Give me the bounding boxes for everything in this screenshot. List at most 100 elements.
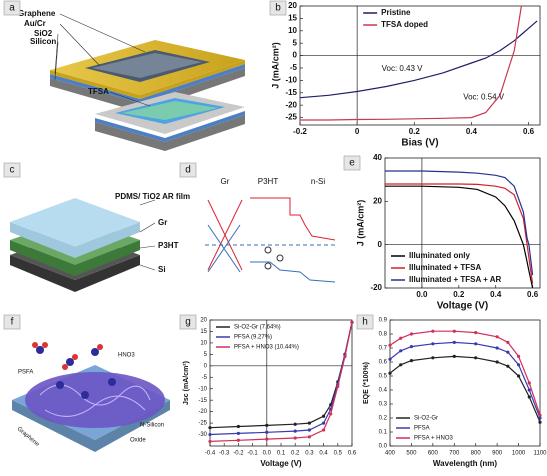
y-axis-label: EQE (*100%) [363,362,370,404]
y-tick-label: -30 [198,432,207,438]
x-tick-label: 800 [471,451,482,457]
legend-label: PFSA + HNO3 [414,436,454,442]
y-tick-label: 0.5 [379,374,388,380]
label: P3HT [258,177,279,186]
label: Graphene [18,9,56,18]
y-tick-label: 15 [200,329,207,335]
series-line [390,330,540,416]
marker [516,374,521,378]
marker [516,354,521,358]
marker [538,416,542,420]
marker [527,395,531,399]
panel-label-box [3,162,21,178]
panel-label: d [185,165,191,176]
marker [336,384,340,389]
y-tick-label: -15 [285,88,297,97]
marker [265,423,269,427]
marker [495,360,499,364]
marker [399,363,403,367]
y-tick-label: -15 [198,398,207,404]
x-tick-label: 0.4 [319,451,328,457]
panel-label-box [179,162,197,178]
x-axis-label: Wavelength (nm) [433,459,497,468]
y-axis-label: Jsc (mA/cm²) [183,361,190,405]
x-tick-label: -0.2 [293,127,307,136]
x-tick-label: -0.1 [247,451,258,457]
marker [307,428,311,432]
x-tick-label: 0.6 [348,451,357,457]
label: PDMS/ TiO2 AR film [115,192,190,201]
annotation: Voc: 0.54 V [463,93,505,102]
marker [452,329,456,333]
y-tick-label: 0.6 [379,360,388,366]
marker [506,350,510,354]
series-line [385,170,534,276]
marker [293,422,297,426]
marker [474,356,478,360]
marker [409,332,414,336]
label: TFSA [88,87,109,96]
panel-label-box [3,0,21,16]
series-line [300,6,522,121]
y-tick-label: 20 [288,1,297,10]
label: Gr [221,177,230,186]
marker [527,381,531,385]
legend-label: Illuminated only [409,251,470,260]
marker [208,432,212,437]
marker [527,388,531,392]
x-tick-label: 500 [406,451,417,457]
marker [343,355,347,359]
x-tick-label: 0.1 [277,451,286,457]
legend-label: Si-O2-Gr [414,416,438,422]
marker [388,371,392,375]
label: Graphene [16,426,41,448]
y-tick-label: 5 [204,352,208,358]
device-illustration [95,92,245,151]
series-line [210,322,352,436]
y-tick-label: 20 [373,196,382,205]
marker [474,342,478,346]
y-axis-label: J (mA/cm²) [270,42,280,89]
marker [431,342,435,346]
series-line [390,341,540,419]
legend-label: Si-O2-Gr (7.64%) [234,325,281,331]
x-tick-label: 0.2 [409,127,421,136]
legend-label: PFSA (9.27%) [234,335,272,341]
y-tick-label: 0.8 [379,332,388,338]
x-tick-label: 0 [355,127,360,136]
marker [293,436,297,440]
x-tick-label: 0.2 [453,290,465,299]
panel-label: a [9,3,15,14]
label: Silicon [30,37,56,46]
marker [388,343,392,347]
x-tick-label: 0.3 [305,451,314,457]
y-tick-label: 0.1 [379,430,388,436]
marker [322,421,326,425]
marker [307,435,311,439]
y-tick-label: 0.9 [379,318,388,324]
panel-label: e [349,158,355,169]
series-line [300,20,538,99]
marker [293,429,297,433]
marker [452,354,456,358]
plot-frame [389,319,541,447]
marker [409,345,414,349]
marker [208,426,212,430]
marker [399,336,403,340]
panel-label-box [3,314,21,330]
marker [236,438,240,442]
y-tick-label: 40 [373,153,382,162]
x-tick-label: 900 [492,451,503,457]
y-tick-label: 5 [293,38,298,47]
marker [431,356,435,360]
panel-label-box [179,314,197,330]
y-tick-label: -5 [290,63,298,72]
marker [538,413,542,417]
marker [538,420,542,424]
legend-label: Illuminated + TFSA [409,263,481,272]
label: PSFA [18,370,33,376]
x-tick-label: 0.5 [334,451,343,457]
x-tick-label: 0.6 [527,290,539,299]
panel-label-box [269,0,287,16]
x-axis-label: Voltage (V) [437,301,488,312]
